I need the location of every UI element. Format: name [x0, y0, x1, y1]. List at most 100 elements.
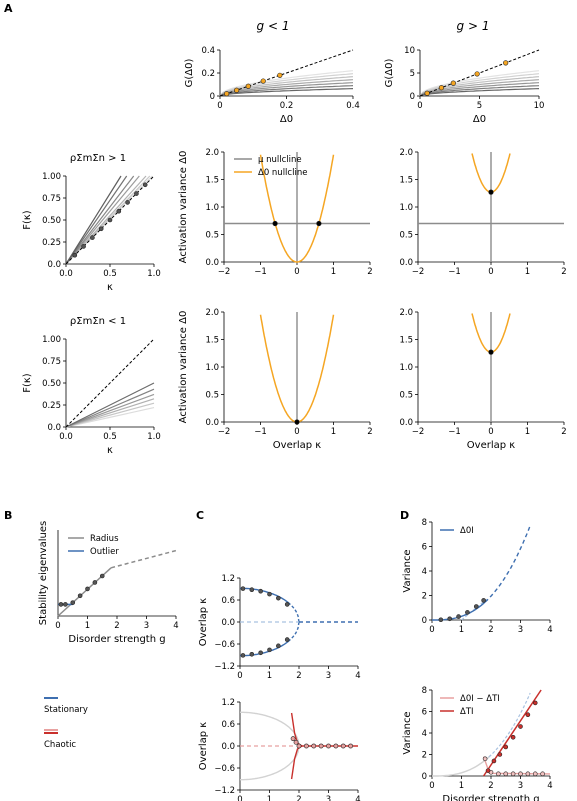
y-tick-label: 0.0	[399, 258, 413, 268]
y-tick-label: 1.2	[221, 574, 235, 584]
x-tick-label: −2	[412, 267, 425, 277]
x-axis-label: Disorder strength g	[68, 634, 165, 645]
title-g-greater: g > 1	[457, 19, 490, 33]
g-curve	[219, 85, 354, 97]
low-point	[518, 771, 523, 777]
y-tick-label: −0.6	[214, 640, 235, 650]
y-tick-label: 0.0	[205, 418, 219, 428]
y-tick-label: 0.0	[221, 618, 235, 628]
y-tick-label: 2.0	[205, 308, 219, 318]
overlap-branch-neg-dashed	[287, 621, 300, 643]
data-point	[296, 743, 302, 749]
legend-radius-label: Radius	[90, 534, 119, 544]
y-tick-label: 0.50	[42, 379, 61, 389]
y-tick-label: 0.25	[42, 238, 61, 248]
x-tick-label: 0	[488, 267, 493, 277]
f-curve	[65, 175, 135, 265]
overlap-branch-neg	[240, 640, 289, 657]
y-tick-label: 0.0	[47, 260, 61, 270]
y-tick-label: 1.0	[399, 203, 413, 213]
g-curve	[219, 73, 354, 97]
x-tick-label: 0	[488, 427, 493, 437]
y-tick-label: 0.4	[201, 46, 215, 56]
y-tick-label: 2	[422, 751, 427, 761]
f-curve	[65, 407, 155, 428]
y-tick-label: 0.5	[399, 391, 413, 401]
low-point	[510, 771, 516, 777]
x-tick-label: 0.5	[103, 432, 117, 442]
x-tick-label: 1	[525, 427, 530, 437]
data-point	[318, 743, 324, 749]
y-tick-label: −1.2	[214, 662, 235, 672]
legend-mu-label: μ nullcline	[258, 155, 302, 165]
data-point	[303, 743, 309, 749]
data-point	[465, 610, 470, 615]
f-curve	[65, 398, 155, 428]
data-point-neg	[267, 647, 272, 653]
y-tick-label: −1.2	[214, 786, 235, 796]
y-tick-label: 0.75	[42, 194, 61, 204]
low-point	[496, 771, 501, 777]
x-tick-label: −2	[412, 427, 425, 437]
panel-letter-c: C	[196, 509, 204, 522]
variance-curve-dashed	[484, 524, 531, 603]
fixed-point-marker	[107, 217, 113, 223]
data-point	[63, 602, 68, 607]
y-tick-label: 1.0	[399, 363, 413, 373]
x-tick-label: 3	[518, 625, 523, 635]
y-tick-label: −0.6	[214, 764, 235, 774]
g-curve	[219, 79, 354, 97]
data-point	[481, 598, 486, 603]
data-point	[290, 736, 296, 742]
y-tick-label: 0.50	[42, 216, 61, 226]
y-axis-label: G(Δ0)	[184, 59, 195, 88]
g-plot-A-G-left: 0 0.2 0.4 0 0.2 0.4 Δ0 G(Δ0)	[184, 46, 360, 125]
variance-plot-D-top: 0 1 2 3 4 0 2 4 6 8 Variance Δ0I	[402, 518, 553, 635]
variance-light-dashed	[484, 692, 531, 761]
data-point-neg	[276, 643, 281, 649]
data-point	[525, 712, 531, 718]
data-point	[293, 739, 299, 745]
y-axis-label: G(Δ0)	[384, 59, 395, 88]
data-point	[333, 743, 339, 749]
fixed-point-marker	[142, 182, 148, 188]
legend-chaotic-label: Chaotic	[44, 740, 76, 750]
x-tick-label: 1.0	[147, 269, 161, 279]
fixed-point-marker	[125, 200, 130, 205]
x-tick-label: 0.0	[59, 432, 73, 442]
y-tick-label: 1.00	[42, 172, 61, 182]
fixed-point-marker	[316, 220, 322, 227]
fixed-point-marker	[503, 60, 509, 66]
x-tick-label: −1	[448, 427, 461, 437]
y-tick-label: 1.0	[205, 203, 219, 213]
x-axis-label: Overlap κ	[273, 440, 321, 451]
x-tick-label: 0	[217, 101, 222, 111]
g-curve	[419, 85, 540, 97]
x-tick-label: 1	[459, 781, 464, 791]
y-tick-label: 1.5	[399, 336, 413, 346]
y-axis-label: Activation variance Δ0	[178, 151, 189, 264]
overlap-branch-neg-gray	[240, 745, 300, 781]
y-tick-label: 1.5	[399, 176, 413, 186]
y-tick-label: 0.2	[201, 69, 215, 79]
nullcline-plot-A-null-bottom-left: −2 −1 0 1 2 0.0 0.5 1.0 1.5 2.0 Overlap κ Activatio…	[178, 308, 373, 451]
data-point	[438, 617, 444, 623]
fixed-point-marker	[90, 235, 95, 240]
nullcline-plot-A-null-bottom-right: −2 −1 0 1 2 0.0 0.5 1.0 1.5 2.0 Overlap κ	[399, 308, 566, 451]
data-point	[77, 593, 83, 599]
data-point	[340, 743, 346, 749]
x-tick-label: 1	[525, 267, 530, 277]
legend-diff-label: Δ0I − ΔTI	[460, 694, 500, 704]
data-point	[473, 604, 479, 609]
data-point-neg	[258, 650, 263, 656]
y-tick-label: 2.0	[205, 148, 219, 158]
low-point	[482, 756, 488, 762]
f-curve	[65, 382, 155, 428]
x-tick-label: 4	[547, 625, 552, 635]
panel-letter-b: B	[4, 509, 12, 522]
data-point	[85, 586, 90, 592]
x-tick-label: 1	[85, 621, 90, 631]
x-tick-label: 4	[355, 671, 360, 681]
x-tick-label: 0	[294, 267, 299, 277]
x-tick-label: 1	[267, 671, 272, 681]
